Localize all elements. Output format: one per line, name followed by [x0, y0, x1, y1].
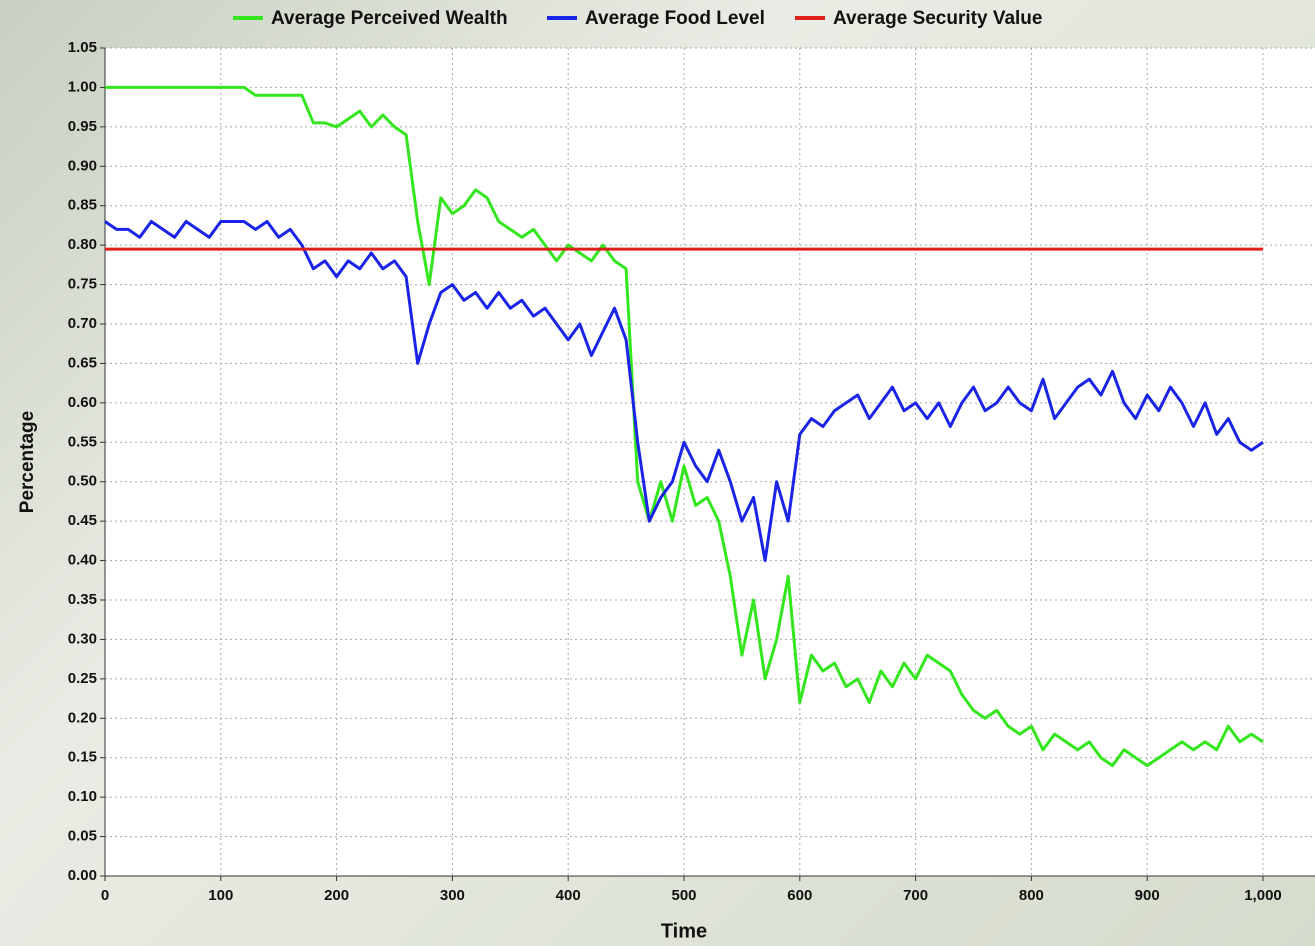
x-tick-label: 0	[101, 887, 109, 904]
x-tick-label: 900	[1135, 887, 1160, 904]
legend-label: Average Perceived Wealth	[271, 8, 508, 29]
x-tick-label: 700	[903, 887, 928, 904]
x-axis-label: Time	[661, 920, 707, 942]
plot-area	[105, 48, 1315, 876]
x-tick-label: 200	[324, 887, 349, 904]
x-tick-label: 600	[787, 887, 812, 904]
x-tick-label: 300	[440, 887, 465, 904]
legend-label: Average Security Value	[833, 8, 1042, 29]
x-tick-label: 1,000	[1244, 887, 1282, 904]
y-tick-label: 0.25	[68, 670, 97, 687]
x-tick-label: 100	[208, 887, 233, 904]
x-tick-label: 400	[556, 887, 581, 904]
y-tick-label: 0.45	[68, 512, 97, 529]
y-axis-label: Percentage	[17, 411, 38, 513]
y-tick-label: 0.80	[68, 236, 97, 253]
y-tick-label: 0.10	[68, 788, 97, 805]
legend-label: Average Food Level	[585, 8, 765, 29]
y-tick-label: 0.50	[68, 473, 97, 490]
y-tick-label: 0.20	[68, 709, 97, 726]
y-tick-label: 0.15	[68, 749, 97, 766]
y-tick-label: 0.00	[68, 867, 97, 884]
y-tick-label: 0.75	[68, 276, 97, 293]
y-tick-label: 0.65	[68, 354, 97, 371]
y-tick-label: 0.35	[68, 591, 97, 608]
y-tick-label: 0.05	[68, 828, 97, 845]
y-tick-label: 0.85	[68, 197, 97, 214]
line-series	[105, 85, 1264, 768]
y-tick-label: 0.95	[68, 118, 97, 135]
y-tick-label: 0.90	[68, 157, 97, 174]
y-tick-label: 0.70	[68, 315, 97, 332]
y-tick-label: 1.00	[68, 78, 97, 95]
y-tick-label: 1.05	[68, 39, 97, 56]
y-tick-label: 0.30	[68, 630, 97, 647]
x-tick-label: 800	[1019, 887, 1044, 904]
y-tick-label: 0.40	[68, 552, 97, 569]
y-tick-label: 0.60	[68, 394, 97, 411]
y-tick-label: 0.55	[68, 433, 97, 450]
line-series	[104, 220, 1264, 563]
x-tick-label: 500	[671, 887, 696, 904]
